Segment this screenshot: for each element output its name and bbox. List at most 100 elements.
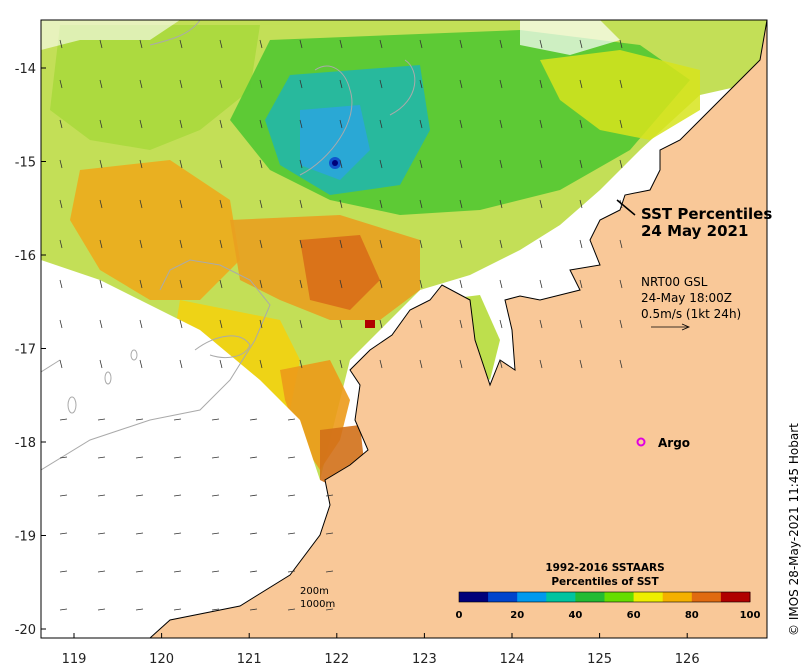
- current-arrow: [259, 239, 263, 249]
- current-arrow: [97, 570, 106, 573]
- current-arrow: [539, 39, 543, 49]
- current-arrow: [339, 279, 343, 289]
- lat-tick-label: -15: [15, 156, 36, 171]
- colorbar-title: 1992-2016 SSTAARS: [545, 562, 664, 574]
- current-arrow: [211, 494, 220, 497]
- current-arrow: [139, 39, 143, 49]
- lat-tick-label: -14: [15, 62, 36, 77]
- current-arrow: [325, 570, 334, 573]
- current-arrow: [299, 319, 303, 329]
- colorbar-ticks: 0 20 40 60 80 100: [456, 610, 761, 621]
- current-arrow: [179, 359, 183, 369]
- current-arrow: [59, 239, 63, 249]
- current-arrow: [59, 159, 63, 169]
- colorbar: 1992-2016 SSTAARS Percentiles of SST 0 20…: [456, 562, 761, 621]
- current-arrow: [59, 199, 63, 209]
- current-arrow: [173, 494, 182, 497]
- current-arrow: [339, 359, 343, 369]
- current-arrow: [99, 39, 103, 49]
- colorbar-swatch: [662, 592, 693, 602]
- map-frame: [40, 19, 768, 639]
- current-arrow: [539, 199, 543, 209]
- current-arrow: [139, 239, 143, 249]
- current-arrow: [579, 119, 583, 129]
- current-time: 24-May 18:00Z: [641, 291, 732, 305]
- current-arrow: [379, 359, 383, 369]
- map-date: 24 May 2021: [641, 222, 748, 240]
- current-vectors: [59, 39, 623, 611]
- current-arrow: [619, 159, 623, 169]
- current-arrow: [179, 79, 183, 89]
- current-arrow: [579, 359, 583, 369]
- colorbar-tick-label: 60: [627, 610, 641, 621]
- current-arrow: [619, 79, 623, 89]
- current-arrow: [287, 456, 296, 459]
- current-arrow: [211, 418, 220, 421]
- current-arrow: [379, 39, 383, 49]
- colorbar-swatch: [720, 592, 751, 602]
- current-arrow: [539, 359, 543, 369]
- current-arrow: [419, 239, 423, 249]
- current-arrow: [459, 39, 463, 49]
- current-arrow: [59, 418, 68, 421]
- current-arrow: [179, 279, 183, 289]
- current-arrow: [259, 39, 263, 49]
- colorbar-swatch: [488, 592, 518, 602]
- current-arrow: [259, 319, 263, 329]
- current-arrow: [379, 159, 383, 169]
- current-arrow: [59, 494, 68, 497]
- current-arrow: [339, 159, 343, 169]
- current-arrow: [249, 494, 258, 497]
- colorbar-swatches: [458, 591, 751, 603]
- current-arrow: [179, 239, 183, 249]
- current-arrow: [139, 79, 143, 89]
- current-arrow: [499, 79, 503, 89]
- current-arrow: [173, 418, 182, 421]
- lon-tick-label: 123: [412, 652, 437, 667]
- current-arrow: [211, 456, 220, 459]
- current-arrow: [339, 119, 343, 129]
- lon-tick-label: 124: [500, 652, 525, 667]
- current-arrow: [99, 119, 103, 129]
- current-arrow: [539, 239, 543, 249]
- current-arrow: [259, 159, 263, 169]
- current-arrow: [59, 119, 63, 129]
- current-arrow: [59, 532, 68, 535]
- bathymetry-contours: [41, 20, 416, 471]
- colorbar-subtitle: Percentiles of SST: [551, 576, 659, 588]
- current-arrow: [299, 199, 303, 209]
- lat-tick-label: -16: [15, 249, 36, 264]
- current-arrow: [139, 199, 143, 209]
- current-arrow: [379, 199, 383, 209]
- current-arrow: [59, 79, 63, 89]
- current-arrow: [179, 199, 183, 209]
- lon-tick-label: 120: [149, 652, 174, 667]
- current-arrow: [173, 608, 182, 611]
- current-arrow: [459, 159, 463, 169]
- credit-text: © IMOS 28-May-2021 11:45 Hobart: [787, 423, 801, 636]
- current-arrow: [179, 159, 183, 169]
- current-arrow: [419, 359, 423, 369]
- latitude-axis: -14 -15 -16 -17 -18 -19 -20: [15, 62, 46, 638]
- colorbar-swatch: [604, 592, 635, 602]
- current-arrow: [219, 359, 223, 369]
- current-arrow: [211, 570, 220, 573]
- current-arrow: [419, 199, 423, 209]
- current-arrow: [135, 456, 144, 459]
- current-arrow: [325, 532, 334, 535]
- current-arrow: [287, 494, 296, 497]
- current-arrow: [259, 119, 263, 129]
- current-arrow: [619, 119, 623, 129]
- lon-tick-label: 126: [675, 652, 700, 667]
- current-arrow: [99, 359, 103, 369]
- current-arrow: [249, 418, 258, 421]
- current-arrow: [299, 359, 303, 369]
- current-arrow: [59, 39, 63, 49]
- current-arrow: [135, 608, 144, 611]
- current-arrow: [619, 359, 623, 369]
- current-arrow: [379, 79, 383, 89]
- current-arrow: [99, 159, 103, 169]
- current-arrow: [97, 494, 106, 497]
- current-arrow: [97, 456, 106, 459]
- current-arrow: [259, 199, 263, 209]
